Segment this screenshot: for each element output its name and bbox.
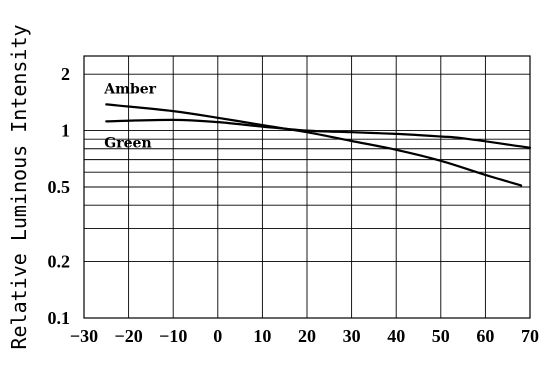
series-label-amber: Amber bbox=[103, 81, 156, 97]
annotations: Amber Green bbox=[103, 81, 156, 151]
series-label-green: Green bbox=[104, 135, 151, 151]
x-tick-label: −10 bbox=[159, 326, 187, 346]
series-line-amber bbox=[105, 103, 523, 187]
x-tick-label: 40 bbox=[387, 326, 405, 346]
y-tick-label: 0.2 bbox=[48, 252, 71, 272]
x-tick-label: 0 bbox=[213, 326, 222, 346]
y-tick-label: 2 bbox=[61, 64, 70, 84]
series-layer bbox=[105, 103, 532, 187]
x-tick-label: 10 bbox=[253, 326, 271, 346]
x-tick-label: −30 bbox=[70, 326, 98, 346]
x-tick-label: 50 bbox=[432, 326, 450, 346]
x-tick-label: 60 bbox=[476, 326, 494, 346]
y-axis-label: Relative Luminous Intensity bbox=[7, 24, 31, 349]
x-tick-label: 70 bbox=[521, 326, 539, 346]
series-line-green bbox=[105, 118, 532, 149]
y-tick-label: 0.5 bbox=[48, 177, 71, 197]
plot-frame bbox=[83, 55, 531, 319]
y-tick-label: 0.1 bbox=[48, 308, 71, 328]
y-tick-label: 1 bbox=[61, 121, 70, 141]
x-tick-label: 20 bbox=[298, 326, 316, 346]
tick-labels: −30 −20 −10 0 10 20 30 40 50 60 70 0.1 0.2 0.5 1 2 bbox=[48, 64, 540, 346]
x-tick-label: −20 bbox=[114, 326, 142, 346]
x-tick-label: 30 bbox=[343, 326, 361, 346]
